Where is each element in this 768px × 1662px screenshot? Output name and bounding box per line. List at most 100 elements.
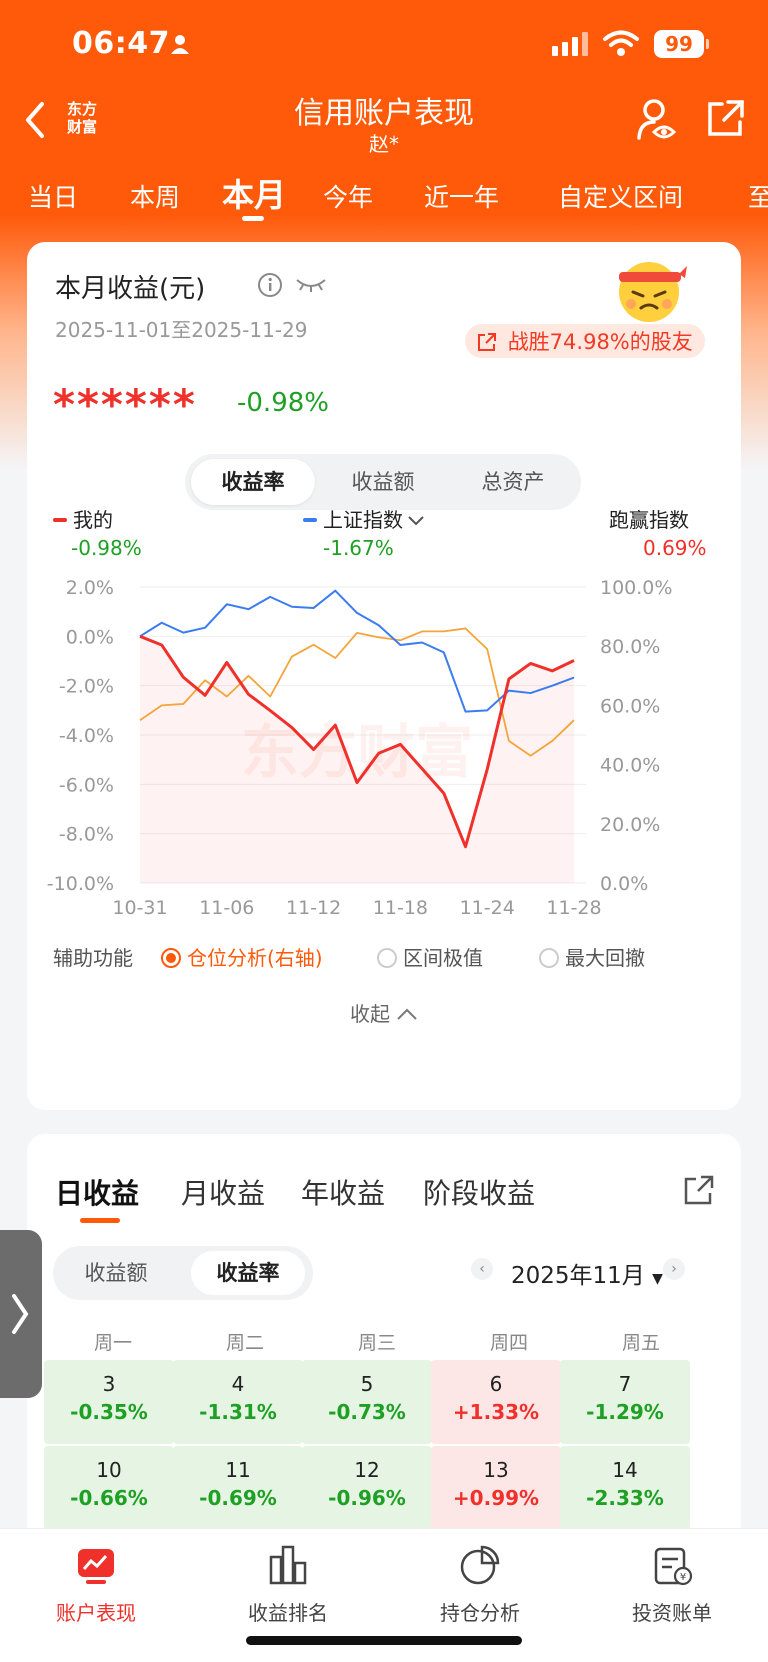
tab-this-week[interactable]: 本周 [130, 183, 181, 212]
y-left-tick-label: -10.0% [47, 873, 114, 895]
logo-line1: 东方 [66, 100, 97, 118]
y-right-tick-label: 40.0% [600, 755, 660, 777]
chevron-down-icon [408, 516, 424, 526]
calendar-day-cell[interactable]: 4 -1.31% [173, 1360, 303, 1444]
calendar-day-cell[interactable]: 12 -0.96% [302, 1446, 432, 1530]
aux-range-extremes[interactable]: 区间极值 [377, 942, 483, 971]
day-return: -0.66% [70, 1486, 148, 1510]
y-left-tick-label: -6.0% [59, 774, 114, 796]
calendar-day-cell[interactable]: 10 -0.66% [44, 1446, 174, 1530]
day-return: -1.29% [586, 1400, 664, 1424]
nav-investment-statement[interactable]: ¥ 投资账单 [576, 1543, 768, 1626]
tab-this-month[interactable]: 本月 [222, 176, 287, 214]
segment-return-rate[interactable]: 收益率 [191, 459, 315, 505]
back-arrow-icon[interactable] [22, 100, 46, 140]
info-icon[interactable] [257, 272, 283, 298]
return-chart: 2.0% 0.0% -2.0% -4.0% -6.0% -8.0% -10.0% 100.0%… [47, 577, 673, 919]
hidden-amount: ****** [53, 380, 197, 429]
calendar-day-cell[interactable]: 11 -0.69% [173, 1446, 303, 1530]
day-number: 10 [96, 1458, 122, 1482]
nav-label: 投资账单 [632, 1601, 712, 1625]
tab-today[interactable]: 当日 [28, 183, 79, 212]
side-drawer-handle[interactable] [0, 1230, 42, 1398]
eye-closed-icon[interactable] [295, 274, 327, 294]
next-month-button[interactable]: › [663, 1258, 685, 1280]
return-percentage: -0.98% [237, 388, 329, 418]
tab-this-year[interactable]: 今年 [323, 183, 374, 212]
aux-position-analysis[interactable]: 仓位分析(右轴) [161, 942, 323, 971]
card-title: 本月收益(元) [55, 274, 206, 304]
day-return: -0.96% [328, 1486, 406, 1510]
x-tick-label: 11-28 [546, 897, 601, 919]
status-bar: 06:47 99 [0, 0, 768, 90]
calendar-day-cell[interactable]: 7 -1.29% [560, 1360, 690, 1444]
tab-daily-returns[interactable]: 日收益 [55, 1177, 140, 1210]
calendar-day-cell[interactable]: 13 +0.99% [431, 1446, 561, 1530]
calendar-day-cell[interactable]: 3 -0.35% [44, 1360, 174, 1444]
x-tick-label: 11-06 [199, 897, 254, 919]
watermark: 东方财富 [241, 718, 473, 786]
nav-account-performance[interactable]: 账户表现 [0, 1543, 192, 1626]
account-holder-name: 赵* [369, 132, 399, 156]
share-icon[interactable] [706, 98, 746, 138]
segment-rate[interactable]: 收益率 [191, 1251, 305, 1295]
nav-return-ranking[interactable]: 收益排名 [192, 1543, 384, 1626]
chevron-up-icon [397, 1008, 417, 1020]
nav-holdings-analysis[interactable]: 持仓分析 [384, 1543, 576, 1626]
legend-mine-swatch [53, 517, 67, 522]
day-return: -0.35% [70, 1400, 148, 1424]
day-return: -0.73% [328, 1400, 406, 1424]
day-number: 5 [360, 1372, 374, 1396]
beat-peers-badge[interactable]: 战胜74.98%的股友 [465, 324, 705, 358]
collapse-label: 收起 [350, 1002, 390, 1026]
weekday-wed: 周三 [357, 1332, 396, 1354]
export-icon[interactable] [683, 1174, 715, 1206]
logo-line2: 财富 [66, 118, 97, 136]
legend-index-label: 上证指数 [323, 508, 403, 532]
battery-tip [706, 39, 709, 49]
tab-custom-range[interactable]: 自定义区间 [558, 183, 684, 212]
y-left-tick-label: 2.0% [66, 577, 114, 599]
person-icon [171, 35, 189, 54]
y-right-tick-label: 0.0% [600, 873, 648, 895]
calendar-day-cell[interactable]: 6 +1.33% [431, 1360, 561, 1444]
y-left-tick-label: -4.0% [59, 725, 114, 747]
x-tick-label: 11-18 [373, 897, 428, 919]
aux-opt3-label: 最大回撤 [565, 946, 645, 970]
aux-opt2-label: 区间极值 [403, 946, 483, 970]
weekday-tue: 周二 [225, 1332, 264, 1354]
segment-total-assets[interactable]: 总资产 [481, 470, 545, 494]
tab-more[interactable]: 至 [748, 183, 768, 212]
month-selector[interactable]: 2025年11月 ▼ [511, 1256, 663, 1290]
watch-user-icon[interactable] [636, 98, 678, 142]
tab-yearly-returns[interactable]: 年收益 [301, 1177, 386, 1210]
day-number: 12 [354, 1458, 380, 1482]
tab-last-year[interactable]: 近一年 [424, 183, 500, 212]
bar-chart-icon [269, 1545, 307, 1585]
day-number: 13 [483, 1458, 509, 1482]
radio-off-icon [377, 947, 397, 968]
day-return: -1.31% [199, 1400, 277, 1424]
segment-amount[interactable]: 收益额 [84, 1261, 148, 1285]
nav-bar: 东方 财富 信用账户表现 赵* [0, 88, 768, 158]
tab-monthly-returns[interactable]: 月收益 [181, 1177, 266, 1210]
tab-stage-returns[interactable]: 阶段收益 [423, 1177, 536, 1210]
y-left-tick-label: 0.0% [66, 626, 114, 648]
y-left-tick-label: -2.0% [59, 676, 114, 698]
legend-mine-label: 我的 [73, 508, 113, 532]
cellular-signal-icon [552, 32, 588, 56]
calendar-day-cell[interactable]: 5 -0.73% [302, 1360, 432, 1444]
collapse-toggle[interactable]: 收起 [27, 998, 741, 1027]
legend-beat-index: 跑赢指数 [609, 508, 689, 532]
calendar-day-cell[interactable]: 14 -2.33% [560, 1446, 690, 1530]
segment-return-amount[interactable]: 收益额 [351, 470, 415, 494]
prev-month-button[interactable]: ‹ [471, 1258, 493, 1280]
legend-index[interactable]: 上证指数 [303, 504, 425, 533]
battery-indicator: 99 [654, 30, 704, 58]
aux-label: 辅助功能 [53, 946, 133, 970]
returns-card: 日收益 月收益 年收益 阶段收益 收益额 收益率 ‹ 2025年11月 ▼ › … [27, 1134, 741, 1594]
aux-max-drawdown[interactable]: 最大回撤 [539, 942, 645, 971]
aux-opt1-label: 仓位分析(右轴) [187, 946, 323, 970]
date-range: 2025-11-01至2025-11-29 [55, 318, 308, 342]
x-tick-label: 11-12 [286, 897, 341, 919]
